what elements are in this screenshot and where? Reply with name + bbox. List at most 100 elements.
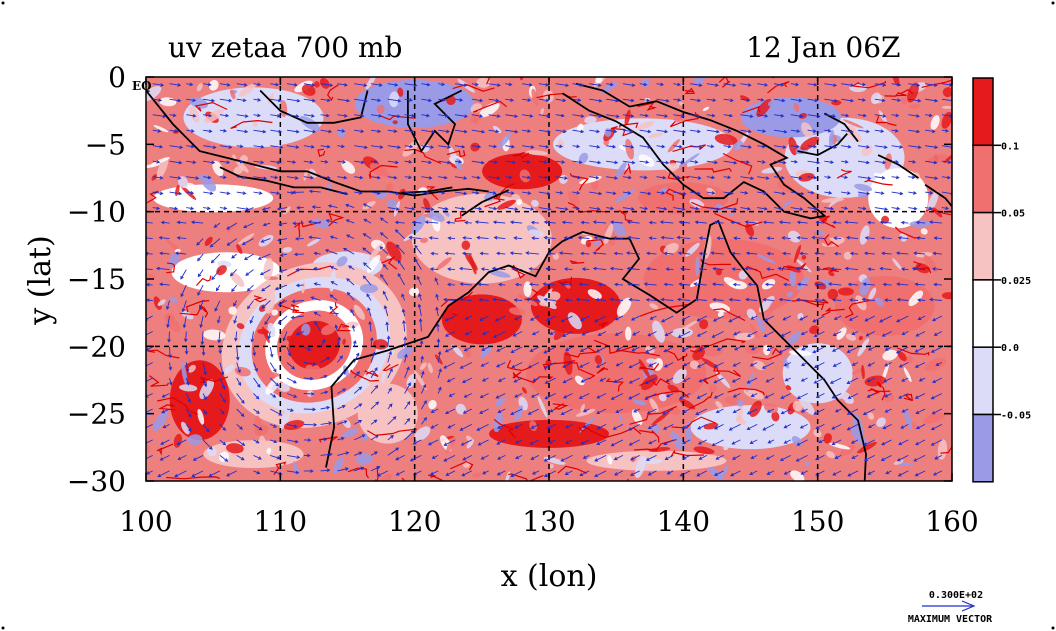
field-speckle [152,410,168,432]
wind-vector [370,191,381,195]
contour-line [767,81,790,94]
contour-line [596,366,609,374]
wind-vector [656,175,667,180]
wind-vector [185,362,190,373]
wind-vector [698,346,708,352]
wind-vector [201,346,206,356]
wind-vector [732,362,741,367]
wind-vector [612,423,624,430]
wind-vector [219,424,227,431]
x-axis: 100 110 120 130 140 150 160 [119,77,979,538]
field-region [868,168,929,229]
wind-vector [370,114,383,118]
wind-vector [196,238,204,246]
contour-line [637,102,657,111]
wind-vector [929,297,942,302]
wind-vector [245,269,254,276]
field-speckle [548,463,554,469]
wind-vector [644,393,657,400]
wind-vector [589,191,603,196]
eq-label: EQ [132,79,152,93]
wind-vector [622,191,632,195]
wind-vector [682,454,691,460]
wind-vector [367,307,372,317]
wind-vector [863,251,875,256]
field-speckle [823,433,832,444]
wind-vector [531,470,540,475]
wind-vector [419,340,424,348]
wind-vector [673,175,681,180]
wind-vector [663,251,674,256]
field-speckle [319,77,330,89]
wind-vector [219,98,233,103]
wind-vector [901,377,909,382]
wind-vector [682,362,691,367]
contour-line [590,427,642,439]
chart-title: uv zetaa 700 mb [168,31,402,64]
wind-vector [370,83,383,87]
wind-vector [841,159,849,164]
wind-vector [796,297,808,302]
wind-vector [677,331,691,338]
wind-vector [610,393,624,400]
field-speckle [579,416,596,433]
wind-vector [458,297,472,302]
wind-vector [165,300,170,311]
field-speckle [470,103,483,114]
field-speckle [376,104,385,114]
wind-vector [463,393,472,398]
field-speckle [258,435,267,452]
wind-vector [370,401,380,410]
wind-vector [337,467,349,472]
wind-vector [544,377,556,384]
field-speckle [472,472,482,478]
wind-vector [203,129,213,133]
wind-vector [370,159,378,164]
wind-vector [447,267,456,271]
wind-vector [219,439,227,446]
contour-line [921,79,952,89]
wind-vector [510,346,523,353]
field-speckle [857,338,870,357]
wind-vector [628,393,640,400]
wind-vector [664,454,674,460]
wind-vector [932,377,943,384]
wind-vector [915,439,926,446]
field-speckle [663,243,679,255]
wind-vector [578,282,590,287]
wind-vector [690,160,699,164]
contour-line [508,473,544,481]
wind-vector [342,247,355,255]
wind-vector [412,439,422,445]
field-speckle [821,197,845,203]
wind-vector [663,346,674,353]
wind-vector [713,377,724,384]
wind-vector [767,439,775,444]
wind-vector [414,258,422,270]
contour-line [781,262,807,272]
wind-vector [815,220,825,225]
field-speckle [529,229,545,237]
wind-vector [579,362,590,368]
wind-vector [757,191,768,196]
field-speckle [279,408,291,430]
field-speckle [923,412,946,424]
wind-vector [813,408,825,415]
wind-vector [555,98,567,103]
wind-vector [824,114,837,118]
wind-vector [290,315,304,320]
wind-vector [572,98,582,102]
wind-vector [270,82,280,87]
field-speckle [199,174,217,192]
wind-vector [763,315,775,322]
wind-vector [564,298,573,302]
field-speckle [156,157,169,180]
wind-vector [546,315,556,321]
wind-vector [307,220,321,224]
vector-legend-magnitude: 0.300E+02 [929,590,983,601]
field-speckle [651,425,660,434]
wind-vector [443,439,456,446]
contour-line [318,436,338,443]
field-speckle [903,408,912,430]
field-speckle [884,153,892,170]
